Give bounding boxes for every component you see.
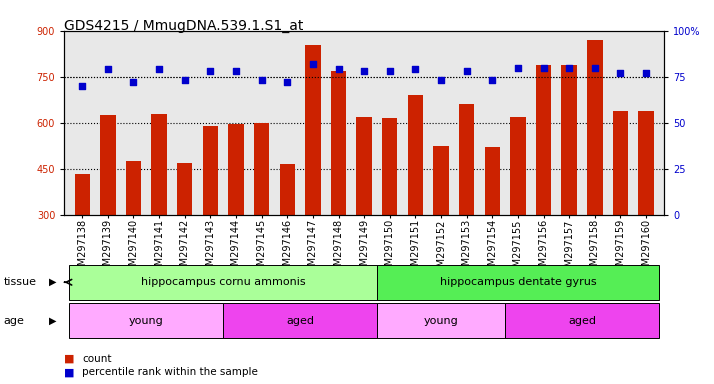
- Point: [461, 68, 473, 74]
- Bar: [305, 45, 321, 215]
- Text: hippocampus dentate gyrus: hippocampus dentate gyrus: [440, 277, 596, 287]
- Bar: [356, 117, 372, 215]
- Text: young: young: [129, 316, 164, 326]
- Bar: [280, 164, 295, 215]
- Bar: [69, 303, 223, 338]
- Text: tissue: tissue: [4, 277, 36, 287]
- Text: ▶: ▶: [49, 316, 56, 326]
- Bar: [100, 115, 116, 215]
- Point: [486, 78, 498, 84]
- Bar: [228, 124, 243, 215]
- Bar: [382, 118, 398, 215]
- Text: young: young: [423, 316, 458, 326]
- Point: [538, 65, 549, 71]
- Bar: [151, 114, 167, 215]
- Point: [179, 78, 191, 84]
- Bar: [485, 147, 500, 215]
- Point: [358, 68, 370, 74]
- Bar: [254, 123, 269, 215]
- Bar: [511, 117, 526, 215]
- Text: count: count: [82, 354, 111, 364]
- Bar: [377, 265, 659, 300]
- Point: [640, 70, 652, 76]
- Bar: [638, 111, 654, 215]
- Text: GDS4215 / MmugDNA.539.1.S1_at: GDS4215 / MmugDNA.539.1.S1_at: [64, 19, 303, 33]
- Point: [615, 70, 626, 76]
- Text: ■: ■: [64, 354, 75, 364]
- Bar: [177, 163, 192, 215]
- Bar: [69, 265, 377, 300]
- Bar: [459, 104, 474, 215]
- Bar: [587, 40, 603, 215]
- Point: [589, 65, 600, 71]
- Text: aged: aged: [286, 316, 314, 326]
- Text: aged: aged: [568, 316, 596, 326]
- Bar: [203, 126, 218, 215]
- Point: [436, 78, 447, 84]
- Text: age: age: [4, 316, 24, 326]
- Bar: [561, 65, 577, 215]
- Text: ■: ■: [64, 367, 75, 377]
- Point: [128, 79, 139, 85]
- Point: [231, 68, 242, 74]
- Point: [256, 78, 267, 84]
- Point: [281, 79, 293, 85]
- Point: [102, 66, 114, 73]
- Bar: [74, 174, 90, 215]
- Bar: [126, 161, 141, 215]
- Bar: [331, 71, 346, 215]
- Bar: [613, 111, 628, 215]
- Point: [512, 65, 523, 71]
- Point: [76, 83, 88, 89]
- Point: [307, 61, 318, 67]
- Text: ▶: ▶: [49, 277, 56, 287]
- Bar: [505, 303, 659, 338]
- Bar: [377, 303, 505, 338]
- Point: [154, 66, 165, 73]
- Text: hippocampus cornu ammonis: hippocampus cornu ammonis: [141, 277, 306, 287]
- Bar: [433, 146, 448, 215]
- Point: [384, 68, 396, 74]
- Point: [410, 66, 421, 73]
- Bar: [223, 303, 377, 338]
- Text: percentile rank within the sample: percentile rank within the sample: [82, 367, 258, 377]
- Point: [563, 65, 575, 71]
- Point: [333, 66, 344, 73]
- Bar: [536, 65, 551, 215]
- Point: [205, 68, 216, 74]
- Bar: [408, 95, 423, 215]
